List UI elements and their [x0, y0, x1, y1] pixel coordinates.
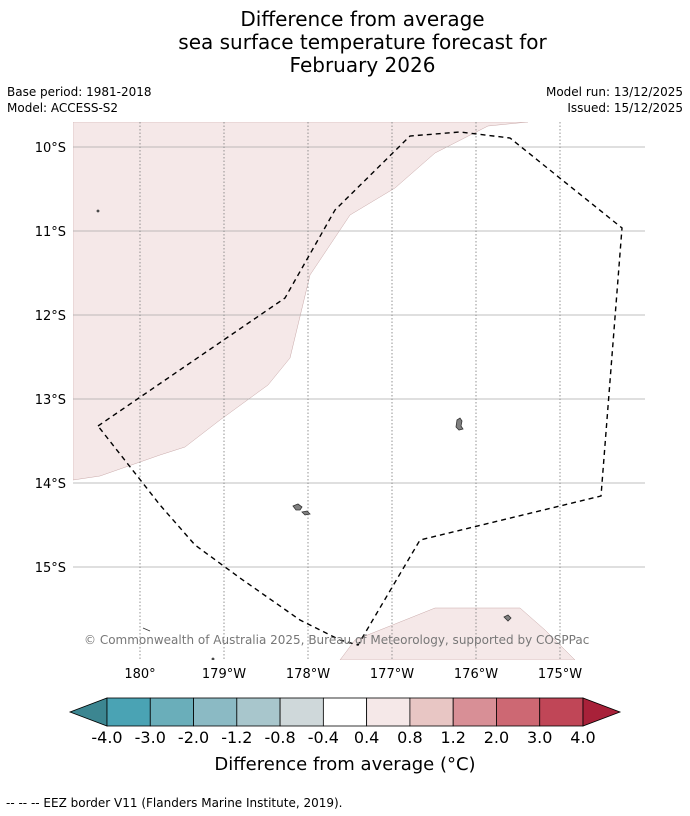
- eez-footnote: -- -- -- EEZ border V11 (Flanders Marine…: [6, 796, 343, 810]
- lon-label: 179°W: [202, 667, 246, 682]
- lon-label: 180°: [124, 667, 155, 682]
- colorbar-tick-label: -4.0: [91, 728, 123, 747]
- colorbar: [68, 697, 622, 727]
- island-nukufetau-b: [301, 510, 311, 516]
- copyright-notice: © Commonwealth of Australia 2025, Bureau…: [84, 633, 590, 647]
- issued-date: Issued: 15/12/2025: [567, 101, 683, 115]
- island-funafuti: [455, 417, 464, 431]
- island-speck-s: [211, 657, 215, 660]
- colorbar-tick-label: -0.8: [264, 728, 296, 747]
- anomaly-region-west: [73, 122, 529, 481]
- colorbar-segment: [106, 697, 151, 727]
- lat-labels: 10°S 11°S 12°S 13°S 14°S 15°S: [35, 141, 66, 576]
- model-run: Model run: 13/12/2025: [545, 85, 683, 99]
- lat-label: 15°S: [35, 561, 66, 576]
- lat-label: 14°S: [35, 477, 66, 492]
- lon-label: 176°W: [454, 667, 498, 682]
- lon-labels: 180° 179°W 178°W 177°W 176°W 175°W: [124, 667, 582, 682]
- map-area: [73, 122, 645, 660]
- colorbar-tick-label: -3.0: [134, 728, 166, 747]
- base-period: Base period: 1981-2018: [7, 85, 152, 99]
- lon-label: 177°W: [370, 667, 414, 682]
- colorbar-segment: [236, 697, 281, 727]
- map-title: Difference from average sea surface temp…: [0, 8, 690, 77]
- colorbar-tick-label: 0.8: [397, 728, 423, 747]
- colorbar-segment: [496, 697, 541, 727]
- island-nukufetau-a: [292, 503, 303, 511]
- colorbar-extend-min: [68, 697, 108, 727]
- colorbar-segment: [539, 697, 584, 727]
- meta-left: Base period: 1981-2018 Model: ACCESS-S2: [7, 84, 152, 116]
- islands: [96, 209, 512, 660]
- lon-label: 175°W: [538, 667, 582, 682]
- colorbar-tick-label: -1.2: [221, 728, 253, 747]
- colorbar-segment: [279, 697, 324, 727]
- graticule: [73, 146, 645, 568]
- lat-label: 10°S: [35, 141, 66, 156]
- colorbar-tick-label: 2.0: [483, 728, 510, 747]
- colorbar-tick-label: -0.4: [307, 728, 339, 747]
- title-line-1: Difference from average: [240, 7, 485, 31]
- lon-label: 178°W: [286, 667, 330, 682]
- colorbar-segment: [409, 697, 454, 727]
- lat-label: 13°S: [35, 393, 66, 408]
- colorbar-tick-label: 4.0: [570, 728, 596, 747]
- colorbar-extend-max: [582, 697, 622, 727]
- colorbar-tick-label: 0.4: [353, 728, 380, 747]
- colorbar-segment: [149, 697, 194, 727]
- colorbar-tick-label: 3.0: [526, 728, 553, 747]
- island-south-east: [503, 614, 512, 622]
- colorbar-segment: [452, 697, 497, 727]
- island-speck-nw: [96, 209, 100, 213]
- colorbar-segment: [193, 697, 238, 727]
- meridians: [139, 122, 561, 660]
- colorbar-tick-label: -2.0: [177, 728, 210, 747]
- model-name: Model: ACCESS-S2: [7, 101, 119, 115]
- island-speck-sw: [142, 627, 151, 632]
- title-line-3: February 2026: [289, 53, 436, 77]
- eez-border: [96, 131, 623, 646]
- colorbar-title: Difference from average (°C): [214, 754, 476, 775]
- meta-right: Model run: 13/12/2025 Issued: 15/12/2025: [546, 84, 683, 116]
- lat-label: 12°S: [35, 309, 66, 324]
- lat-label: 11°S: [35, 225, 66, 240]
- colorbar-segment: [322, 697, 368, 727]
- title-line-2: sea surface temperature forecast for: [178, 30, 547, 54]
- colorbar-segment: [366, 697, 411, 727]
- colorbar-tick-label: 1.2: [440, 728, 466, 747]
